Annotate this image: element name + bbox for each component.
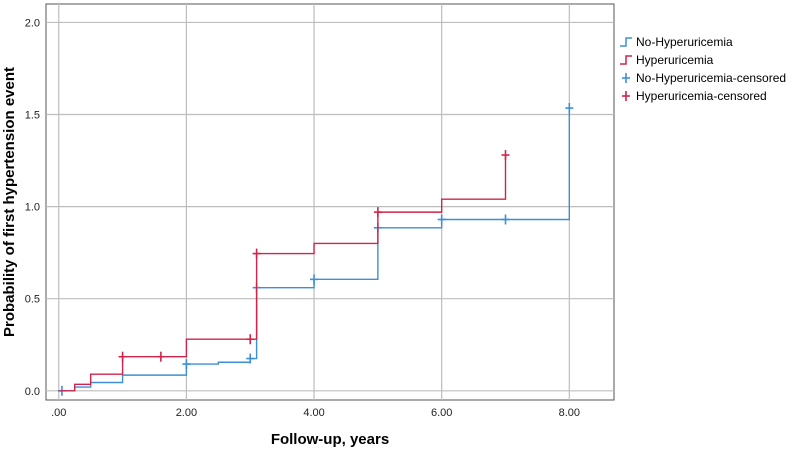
no-hyperuricemia-censor-mark — [310, 274, 319, 285]
legend-step-icon — [620, 55, 632, 65]
no-hyperuricemia-censor-mark — [246, 353, 255, 364]
legend-label: No-Hyperuricemia-censored — [636, 71, 786, 85]
y-axis-title: Probability of first hypertension event — [1, 67, 18, 337]
legend-item-hyperuricemia-censored: Hyperuricemia-censored — [622, 89, 767, 103]
y-tick-label: 0.0 — [25, 386, 40, 398]
no-hyperuricemia-censor-mark — [565, 103, 574, 114]
y-tick-label: 0.5 — [25, 294, 40, 306]
x-axis-title: Follow-up, years — [271, 431, 389, 448]
hyperuricemia-censor-mark — [156, 351, 165, 362]
legend-item-no-hyperuricemia: No-Hyperuricemia — [620, 35, 733, 49]
legend-step-icon — [620, 37, 632, 47]
legend-item-no-hyperuricemia-censored: No-Hyperuricemia-censored — [622, 71, 786, 85]
y-tick-label: 2.0 — [25, 17, 40, 29]
x-tick-label: 4.00 — [303, 407, 324, 419]
legend-label: Hyperuricemia — [636, 53, 714, 67]
y-tick-label: 1.0 — [25, 202, 40, 214]
hyperuricemia-censor-mark — [373, 207, 382, 218]
legend-censor-icon — [622, 91, 630, 101]
legend-censor-icon — [622, 73, 630, 83]
hyperuricemia-censor-mark — [252, 248, 261, 259]
plot-area — [45, 3, 615, 401]
x-tick-label: 8.00 — [559, 407, 580, 419]
no-hyperuricemia-censor-mark — [501, 214, 510, 225]
series-layer — [57, 103, 574, 396]
x-tick-label: 2.00 — [176, 407, 197, 419]
hyperuricemia-censor-mark — [501, 150, 510, 161]
legend-label: No-Hyperuricemia — [636, 35, 733, 49]
x-tick-label: .00 — [51, 407, 66, 419]
legend: No-Hyperuricemia Hyperuricemia No-Hyperuri… — [620, 35, 786, 103]
hyperuricemia-censor-mark — [246, 334, 255, 345]
x-tick-labels: .00 2.00 4.00 6.00 8.00 — [51, 407, 580, 419]
hyperuricemia-censor-mark — [118, 351, 127, 362]
y-tick-label: 1.5 — [25, 110, 40, 122]
no-hyperuricemia-censor-mark — [437, 214, 446, 225]
legend-label: Hyperuricemia-censored — [636, 89, 767, 103]
legend-item-hyperuricemia: Hyperuricemia — [620, 53, 714, 67]
y-tick-labels: 0.0 0.5 1.0 1.5 2.0 — [25, 17, 40, 397]
hyperuricemia-step-line — [58, 155, 507, 392]
no-hyperuricemia-censor-mark — [182, 359, 191, 370]
x-tick-label: 6.00 — [431, 407, 452, 419]
